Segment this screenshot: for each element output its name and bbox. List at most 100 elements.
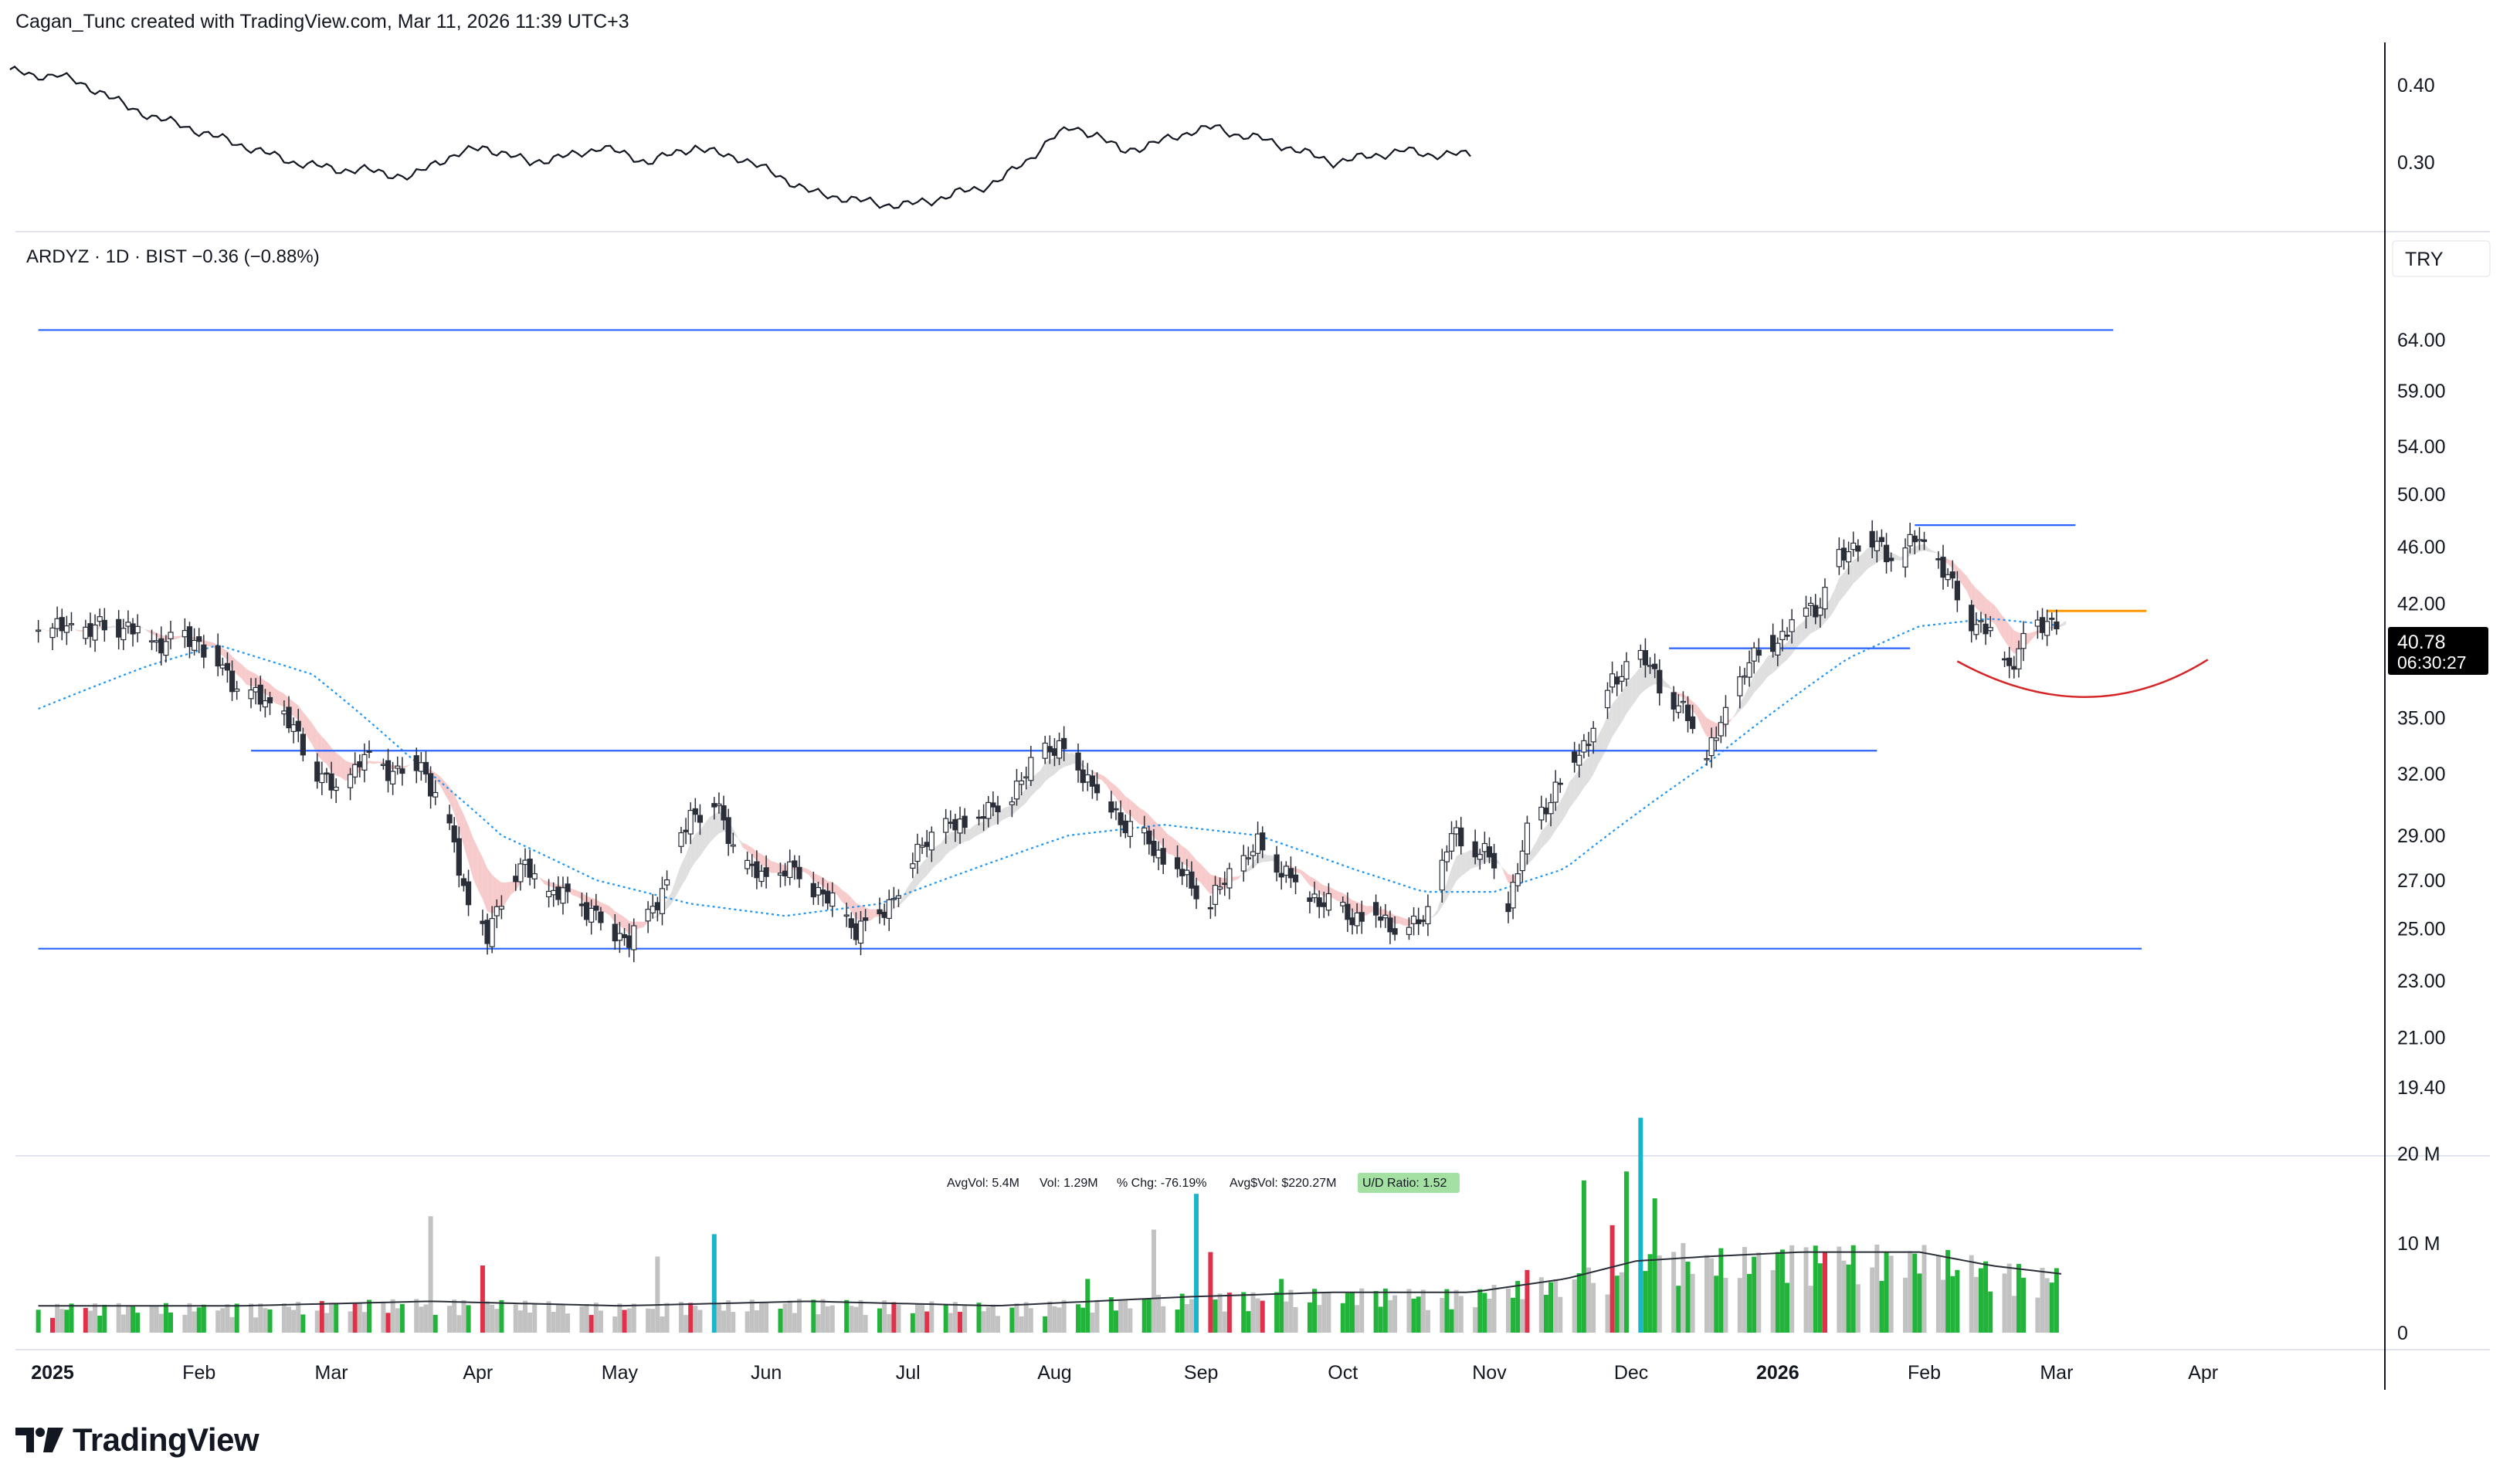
ma-ribbon-segment — [1957, 566, 1962, 584]
candle-body — [1207, 906, 1214, 910]
ma-ribbon-segment — [109, 625, 114, 628]
ma-ribbon-segment — [856, 903, 861, 920]
volume-bar — [825, 1306, 830, 1333]
candle-body — [1292, 874, 1299, 883]
candle-body — [721, 805, 727, 821]
volume-bar — [461, 1299, 466, 1333]
candle-body — [1151, 840, 1157, 856]
candle — [697, 804, 704, 835]
ma-ribbon-segment — [227, 651, 232, 669]
ma-ribbon-segment — [1097, 773, 1102, 781]
candle — [380, 758, 386, 770]
ma-ribbon-segment — [1399, 916, 1405, 926]
candle — [910, 852, 916, 879]
volume-bar — [1080, 1307, 1086, 1333]
candle — [1274, 845, 1280, 882]
ma-ribbon-segment — [671, 877, 677, 904]
candle — [432, 780, 439, 805]
candle-body — [2034, 619, 2040, 627]
candle-body — [1713, 737, 1719, 741]
volume-bar — [116, 1303, 121, 1333]
ma-ribbon-segment — [1867, 547, 1873, 569]
candle-body — [253, 686, 259, 693]
volume-bar — [1737, 1278, 1742, 1333]
rounded-bottom-arc[interactable] — [1956, 659, 2209, 698]
candle — [1586, 731, 1592, 757]
volume-bar — [1217, 1293, 1223, 1333]
candle — [1458, 816, 1464, 855]
candle-body — [1042, 742, 1048, 759]
candle — [962, 808, 968, 835]
candle — [1345, 892, 1351, 932]
candle — [1217, 877, 1223, 895]
candle — [948, 810, 954, 829]
candle — [1657, 659, 1663, 706]
symbol-legend[interactable]: ARDYZ · 1D · BIST −0.36 (−0.88%) — [26, 246, 320, 267]
volume-bar — [1312, 1289, 1318, 1333]
candle-body — [97, 616, 103, 622]
candle — [1987, 615, 1993, 637]
currency-box[interactable] — [2392, 240, 2491, 277]
candle — [1543, 798, 1549, 822]
ma-ribbon-segment — [1508, 874, 1514, 883]
oscillator-panel: 0.40 0.30 — [9, 65, 2435, 209]
candle-body — [290, 724, 297, 732]
candle — [1817, 598, 1823, 628]
ma-ribbon-segment — [2033, 630, 2038, 639]
ma-ribbon-segment — [1465, 849, 1470, 873]
volume-bar — [1373, 1291, 1379, 1333]
ma-ribbon-segment — [232, 656, 237, 675]
candle — [1609, 661, 1616, 693]
ma-ribbon-segment — [341, 756, 346, 781]
candle — [494, 899, 500, 929]
candle-body — [92, 624, 98, 641]
candle-body — [1902, 547, 1908, 568]
candle-body — [1973, 624, 1979, 635]
candle-body — [181, 629, 188, 638]
candle — [1572, 741, 1578, 773]
candle-body — [513, 876, 519, 883]
candle — [1614, 671, 1620, 696]
volume-bar — [1884, 1252, 1889, 1333]
price-panel[interactable]: 64.0059.0054.0050.0046.0042.0038.0035.00… — [36, 329, 2446, 1099]
candle-body — [1619, 676, 1625, 682]
ma-ribbon-segment — [1295, 868, 1301, 874]
candle — [843, 902, 850, 927]
ma-ribbon-segment — [1834, 578, 1840, 611]
ma-ribbon-segment — [2013, 630, 2019, 654]
ma-ribbon-segment — [1300, 869, 1305, 879]
volume-bar — [69, 1303, 74, 1333]
ma-ribbon-segment — [71, 626, 76, 631]
volume-bar — [1284, 1301, 1289, 1333]
volume-bar — [1246, 1311, 1251, 1333]
ma-ribbon-segment — [1442, 882, 1447, 907]
candle — [1240, 845, 1247, 882]
candle — [1902, 538, 1908, 578]
candle-body — [116, 618, 122, 638]
candle — [2039, 608, 2046, 640]
ma-ribbon-segment — [1158, 824, 1164, 848]
candle-body — [621, 933, 628, 938]
volume-bar — [1208, 1252, 1213, 1333]
last-price-value: 40.78 — [2397, 632, 2446, 653]
volume-bar — [527, 1312, 533, 1333]
candle — [418, 751, 424, 781]
volume-bar — [1912, 1253, 1918, 1333]
candle — [1775, 637, 1781, 666]
volume-bar — [1279, 1279, 1284, 1333]
volume-bar — [796, 1299, 802, 1333]
volume-bar — [1382, 1288, 1388, 1333]
candle — [1718, 716, 1724, 744]
ma-ribbon-segment — [1460, 852, 1466, 877]
tradingview-brand[interactable]: TradingView — [15, 1418, 259, 1462]
ma-ribbon-segment — [1121, 791, 1126, 813]
volume-bar — [816, 1314, 821, 1333]
candle-body — [957, 818, 963, 834]
volume-bar — [650, 1309, 656, 1333]
volume-bar — [1935, 1255, 1941, 1333]
ma-ribbon-segment — [1583, 757, 1589, 788]
volume-bar — [1657, 1255, 1662, 1333]
candle-body — [1987, 627, 1993, 632]
candle — [943, 808, 949, 844]
